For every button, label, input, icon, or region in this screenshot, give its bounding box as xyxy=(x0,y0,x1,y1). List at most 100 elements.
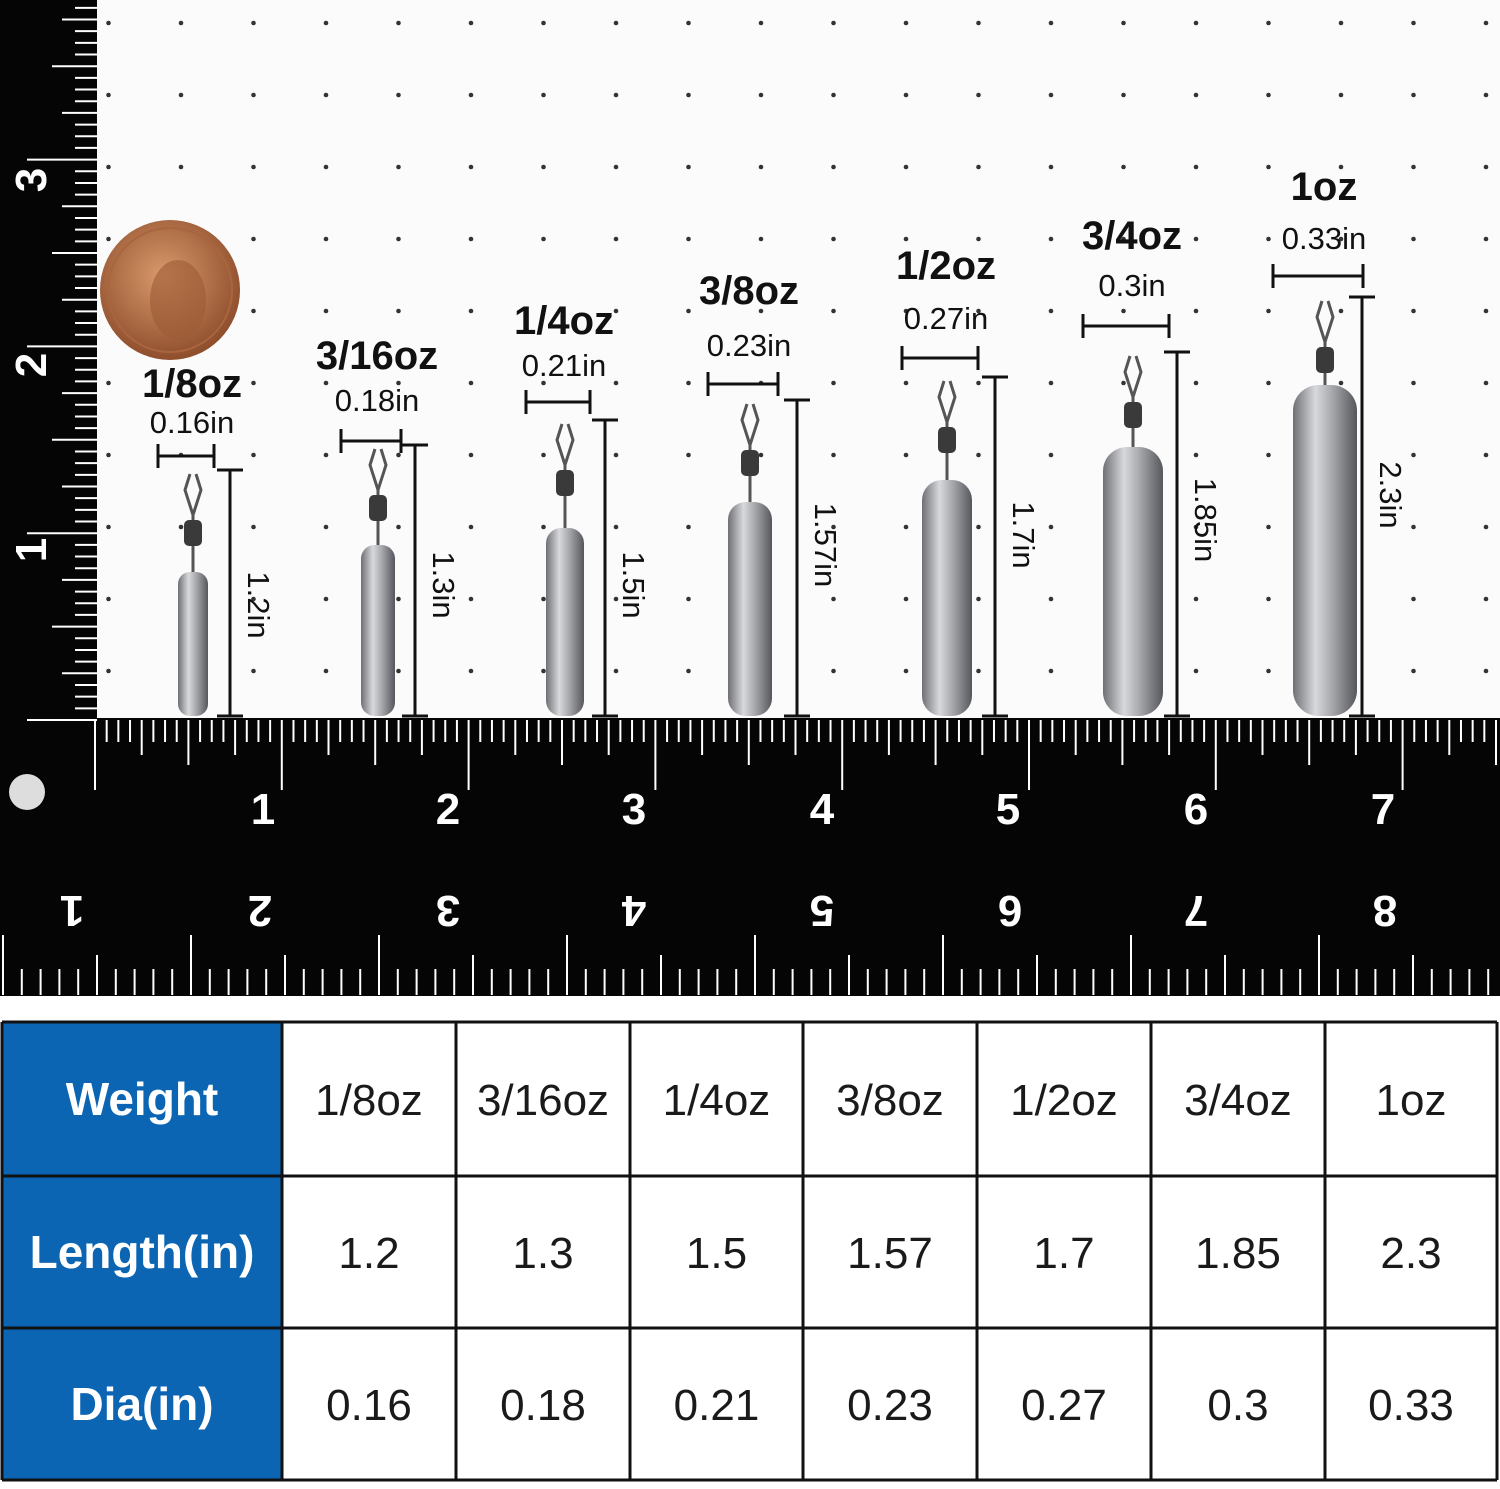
ruler-number: 1 xyxy=(7,538,56,562)
ruler-number: 3 xyxy=(7,168,56,192)
horizontal-ruler xyxy=(0,718,1500,996)
diameter-label: 0.23in xyxy=(707,328,791,363)
sinker: 1/4oz 0.21in 1.5in xyxy=(514,299,651,718)
table-cell: 0.21 xyxy=(674,1381,760,1430)
ruler-number: 2 xyxy=(436,785,460,834)
ruler-number: 1 xyxy=(251,785,275,834)
table-cell: 0.27 xyxy=(1021,1381,1107,1430)
ruler-number: 3 xyxy=(622,785,646,834)
weight-label: 3/4oz xyxy=(1082,214,1182,258)
length-label: 1.7in xyxy=(1006,501,1041,568)
ruler-number: 5 xyxy=(996,785,1020,834)
length-label: 1.3in xyxy=(426,551,461,618)
row-header: Dia(in) xyxy=(70,1378,213,1430)
table-cell: 1.5 xyxy=(686,1229,747,1278)
ruler-number: 2 xyxy=(7,353,56,377)
ruler-number: 2 xyxy=(248,886,272,935)
table-cell: 0.18 xyxy=(500,1381,586,1430)
sinker-body xyxy=(1103,447,1163,716)
penny xyxy=(100,220,240,360)
sinker-body xyxy=(546,528,584,716)
ruler-number: 6 xyxy=(1184,785,1208,834)
diameter-label: 0.3in xyxy=(1098,268,1165,303)
ruler-number: 8 xyxy=(1373,886,1397,935)
ruler-number: 4 xyxy=(810,785,835,834)
table-cell: 0.16 xyxy=(326,1381,412,1430)
table-cell: 1.57 xyxy=(847,1229,933,1278)
table-cell: 1/8oz xyxy=(315,1076,423,1125)
sinker-body xyxy=(1293,385,1357,716)
table-cell: 1/4oz xyxy=(663,1076,771,1125)
weight-label: 1oz xyxy=(1291,165,1358,209)
weight-label: 3/8oz xyxy=(699,269,799,313)
diameter-bracket xyxy=(156,444,216,468)
table-cell: 1oz xyxy=(1376,1076,1447,1125)
swivel xyxy=(556,470,574,496)
swivel xyxy=(369,495,387,521)
ruler-number: 4 xyxy=(621,886,646,935)
weight-label: 1/8oz xyxy=(142,362,242,406)
table-cell: 1.85 xyxy=(1195,1229,1281,1278)
weight-label: 3/16oz xyxy=(316,334,438,378)
table-cell: 3/4oz xyxy=(1184,1076,1292,1125)
table-cell: 0.23 xyxy=(847,1381,933,1430)
diameter-bracket xyxy=(339,429,403,453)
sinker-body xyxy=(922,480,972,716)
sinker: 3/8oz 0.23in 1.57in xyxy=(699,269,843,718)
swivel xyxy=(184,520,202,546)
table-cell: 3/8oz xyxy=(836,1076,944,1125)
weight-label: 1/2oz xyxy=(896,244,996,288)
sinker-body xyxy=(361,545,395,716)
table-cell: 3/16oz xyxy=(477,1076,609,1125)
vertical-ruler xyxy=(0,0,97,720)
table-cell: 0.33 xyxy=(1368,1381,1454,1430)
diameter-label: 0.33in xyxy=(1282,221,1366,256)
diameter-bracket xyxy=(524,390,592,414)
length-label: 1.2in xyxy=(241,571,276,638)
length-label: 2.3in xyxy=(1373,461,1408,528)
diameter-label: 0.21in xyxy=(522,348,606,383)
swivel xyxy=(741,450,759,476)
length-label: 1.5in xyxy=(616,551,651,618)
ruler-number: 5 xyxy=(810,886,834,935)
table-cell: 0.3 xyxy=(1207,1381,1268,1430)
row-header: Length(in) xyxy=(30,1226,255,1278)
coin-portrait xyxy=(150,260,206,340)
header-column xyxy=(2,1022,282,1480)
diameter-label: 0.27in xyxy=(904,301,988,336)
ruler-number: 7 xyxy=(1371,785,1395,834)
ruler-hole xyxy=(9,774,45,810)
swivel xyxy=(1316,347,1334,373)
diameter-bracket xyxy=(706,372,780,396)
sinker: 3/4oz 0.3in 1.85in xyxy=(1081,214,1223,718)
coin-rim xyxy=(107,227,233,353)
table-cell: 1.2 xyxy=(338,1229,399,1278)
weight-label: 1/4oz xyxy=(514,299,614,343)
sinker: 3/16oz 0.18in 1.3in xyxy=(316,334,461,718)
swivel xyxy=(938,427,956,453)
sinker-body xyxy=(178,572,208,716)
sinker: 1/2oz 0.27in 1.7in xyxy=(896,244,1041,718)
spec-table: Weight Length(in) Dia(in) 1/8oz 3/16oz 1/4oz 3… xyxy=(0,1020,1499,1482)
sinker-body xyxy=(728,502,772,716)
ruler-number: 3 xyxy=(436,886,460,935)
swivel xyxy=(1124,402,1142,428)
ruler-number: 6 xyxy=(998,886,1022,935)
ruler-ticks: 1 2 3 4 5 6 7 1 2 3 4 5 6 7 8 1 2 3 xyxy=(2,6,1497,995)
diameter-bracket xyxy=(1271,264,1365,288)
diameter-label: 0.18in xyxy=(335,383,419,418)
table-cell: 1.3 xyxy=(512,1229,573,1278)
table-cell: 1/2oz xyxy=(1010,1076,1118,1125)
table-cell: 1.7 xyxy=(1033,1229,1094,1278)
table-cell: 2.3 xyxy=(1380,1229,1441,1278)
diameter-bracket xyxy=(900,346,980,370)
sinker: 1oz 0.33in 2.3in xyxy=(1271,165,1408,718)
ruler-number: 7 xyxy=(1184,886,1208,935)
row-header: Weight xyxy=(66,1073,218,1125)
diameter-label: 0.16in xyxy=(150,405,234,440)
diameter-bracket xyxy=(1081,314,1171,338)
